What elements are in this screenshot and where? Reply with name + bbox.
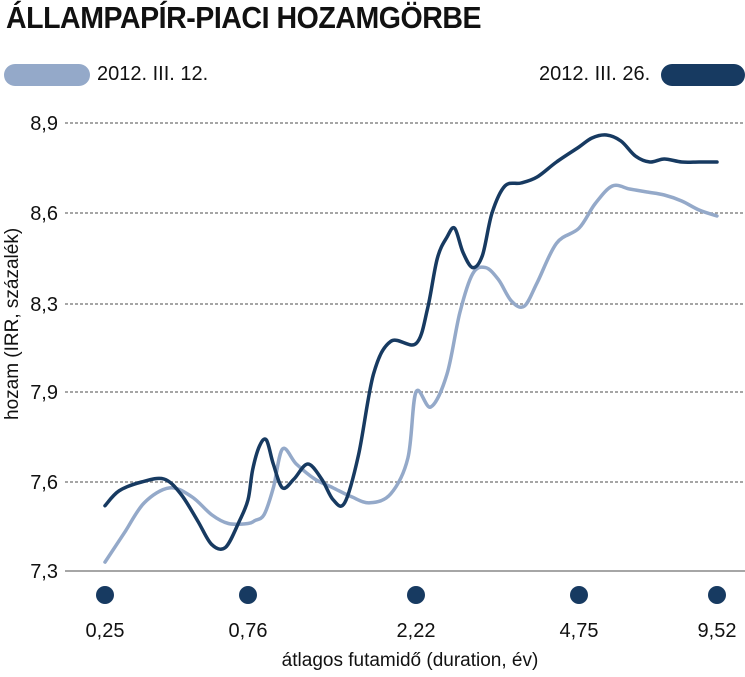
legend-label-series1: 2012. III. 12. [97,63,209,85]
y-tick-label: 8,6 [30,203,58,225]
x-tick-marker [407,586,425,604]
y-tick-label: 8,9 [30,113,58,135]
legend-swatch-series1 [4,64,90,86]
y-tick-label: 7,9 [30,382,58,404]
y-tick-label: 7,3 [30,561,58,583]
x-tick-label: 9,52 [698,620,737,642]
y-tick-label: 8,3 [30,294,58,316]
x-axis-title: átlagos futamidő (duration, év) [281,650,539,671]
legend-swatch-series2 [661,64,745,86]
x-tick-marker [708,586,726,604]
x-tick-label: 4,75 [560,620,599,642]
x-tick-label: 0,25 [86,620,125,642]
x-tick-label: 0,76 [229,620,268,642]
x-tick-marker [570,586,588,604]
legend-label-series2: 2012. III. 26. [539,63,651,85]
series-line-1 [103,183,719,564]
chart-title: ÁLLAMPAPÍR-PIACI HOZAMGÖRBE [6,0,482,35]
x-tick-marker [96,586,114,604]
x-tick-label: 2,22 [397,620,436,642]
series-line-2 [103,133,719,551]
x-tick-marker [239,586,257,604]
y-tick-label: 7,6 [30,472,58,494]
